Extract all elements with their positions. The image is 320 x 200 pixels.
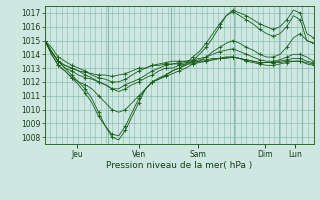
X-axis label: Pression niveau de la mer( hPa ): Pression niveau de la mer( hPa ) [106, 161, 252, 170]
